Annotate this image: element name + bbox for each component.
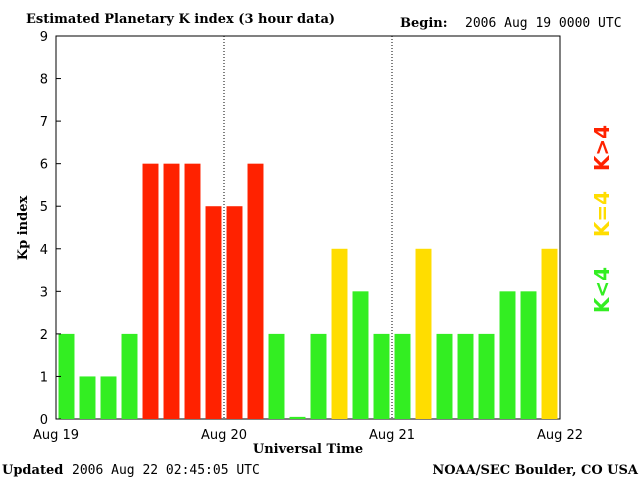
kp-bar [205,206,222,419]
kp-bar [457,333,474,419]
kp-bar [79,376,96,419]
y-tick-label: 2 [40,328,48,343]
y-ticks-group: 0 1 2 3 4 5 6 7 8 9 [40,30,61,428]
y-tick-label: 6 [40,158,48,173]
legend-yellow: K=4 [590,191,614,237]
plot-frame [55,35,561,420]
kp-bar [352,291,369,419]
y-tick-label: 0 [40,413,48,428]
x-axis-label: Universal Time [253,442,363,457]
legend-red: K>4 [590,125,614,171]
kp-bar [331,248,348,419]
legend-green: K<4 [590,267,614,313]
begin-label: Begin: [400,16,448,31]
kp-bar [394,333,411,419]
kp-bar [142,163,159,419]
kp-bar [541,248,558,419]
y-tick-label: 7 [40,115,48,130]
x-ticks-group: Aug 19 Aug 20 Aug 21 Aug 22 [33,428,583,443]
kp-bar [310,333,327,419]
y-axis-label: Kp index [16,196,31,261]
x-tick-label: Aug 21 [369,428,415,443]
bars-group [58,163,558,419]
x-tick-label: Aug 20 [201,428,247,443]
y-tick-label: 4 [40,243,48,258]
kp-bar [163,163,180,419]
updated-value: 2006 Aug 22 02:45:05 UTC [72,463,260,478]
kp-bar [100,376,117,419]
kp-bar [268,333,285,419]
kp-bar [499,291,516,419]
y-tick-label: 8 [40,73,48,88]
kp-bar [415,248,432,419]
kp-bar [373,333,390,419]
y-tick-label: 1 [40,370,48,385]
x-tick-label: Aug 22 [537,428,583,443]
credit-text: NOAA/SEC Boulder, CO USA [432,463,639,478]
begin-value: 2006 Aug 19 0000 UTC [465,16,622,31]
chart-title: Estimated Planetary K index (3 hour data… [26,12,335,27]
y-tick-label: 3 [40,285,48,300]
updated-label: Updated [2,463,63,478]
kp-bar [226,206,243,419]
kp-bar [247,163,264,419]
kp-bar [121,333,138,419]
y-tick-label: 9 [40,30,48,45]
x-tick-label: Aug 19 [33,428,79,443]
kp-bar [184,163,201,419]
kp-bar [436,333,453,419]
y-tick-label: 5 [40,200,48,215]
kp-bar [289,416,306,419]
kp-bar [58,333,75,419]
kp-bar [520,291,537,419]
kp-bar [478,333,495,419]
